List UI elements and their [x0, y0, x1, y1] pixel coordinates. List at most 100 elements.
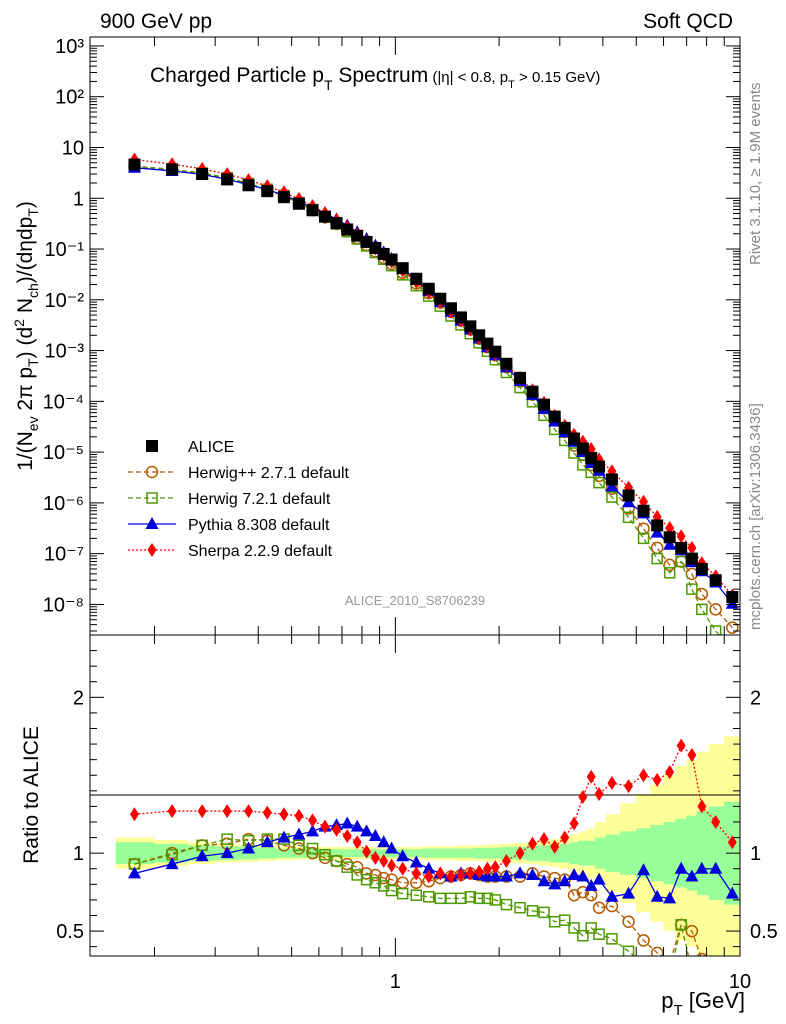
- band-inner-bin: [605, 834, 621, 872]
- data-point: [196, 168, 209, 181]
- ratio-y-tick-label: 2: [750, 687, 761, 709]
- series-pythia-8-308-default: [127, 160, 739, 609]
- band-inner-bin: [474, 847, 484, 859]
- legend-label: Herwig++ 2.7.1 default: [188, 465, 350, 482]
- band-inner-bin: [445, 848, 457, 858]
- y-tick-label: 10⁻²: [45, 290, 85, 312]
- ratio-point: [674, 861, 688, 874]
- data-point: [696, 603, 708, 616]
- data-point: [685, 552, 698, 565]
- band-inner-bin: [257, 847, 277, 859]
- header-right: Soft QCD: [643, 10, 733, 33]
- ratio-point: [369, 877, 382, 889]
- data-point: [622, 511, 635, 524]
- data-point: [558, 421, 571, 434]
- band-inner-bin: [291, 848, 307, 858]
- legend-marker: [146, 440, 158, 452]
- band-inner-bin: [483, 847, 492, 859]
- data-point: [548, 410, 561, 423]
- ratio-point: [379, 853, 389, 868]
- y-tick-label: 10⁻⁷: [44, 544, 84, 566]
- ratio-point: [685, 869, 699, 882]
- y-tick-label: 10: [62, 137, 84, 159]
- data-point: [242, 179, 255, 192]
- ratio-point: [528, 836, 538, 851]
- data-point: [341, 223, 354, 236]
- band-inner-bin: [422, 848, 436, 858]
- ratio-point: [308, 813, 318, 828]
- ratio-point: [294, 808, 304, 823]
- legend-marker: [147, 543, 157, 557]
- data-point: [726, 591, 739, 604]
- data-point: [166, 163, 179, 176]
- data-point: [319, 210, 332, 223]
- ratio-point: [165, 857, 179, 870]
- band-inner-bin: [526, 845, 539, 861]
- band-inner-bin: [569, 842, 579, 865]
- data-point: [434, 292, 447, 305]
- ratio-point: [592, 901, 606, 914]
- data-point: [277, 191, 290, 204]
- band-inner-bin: [491, 847, 502, 859]
- ratio-point: [262, 805, 272, 820]
- ratio-point: [341, 861, 353, 873]
- legend-entry: ALICE: [146, 439, 234, 456]
- ratio-point: [489, 894, 502, 906]
- data-point: [663, 558, 676, 572]
- ratio-point: [709, 861, 723, 874]
- ratio-point: [637, 863, 651, 876]
- legend-marker: [145, 465, 159, 479]
- ratio-y-tick-label: 1: [73, 843, 84, 865]
- data-point: [686, 583, 698, 595]
- ratio-point: [585, 922, 597, 934]
- ratio-y-tick-label: 2: [73, 687, 84, 709]
- data-point: [306, 204, 319, 217]
- ratio-series-layer: [127, 738, 739, 972]
- ratio-point: [665, 765, 675, 780]
- x-tick-label: 10: [729, 971, 751, 993]
- ratio-point: [584, 878, 598, 891]
- ratio-point: [221, 833, 233, 845]
- ratio-point: [558, 874, 572, 887]
- data-point: [454, 311, 467, 324]
- ratio-point: [569, 816, 579, 831]
- svg-text:Charged Particle pT Spectrum (: Charged Particle pT Spectrum (|η| < 0.8,…: [150, 64, 600, 93]
- ratio-point: [167, 804, 177, 819]
- band-inner-bin: [341, 849, 353, 858]
- ratio-point: [396, 887, 409, 900]
- mcplots-label: mcplots.cern.ch [arXiv:1306.3436]: [747, 403, 764, 630]
- series-sherpa-2-2-9-default: [129, 152, 737, 603]
- band-inner-bin: [650, 825, 664, 882]
- ratio-point: [727, 835, 737, 850]
- ratio-point: [637, 934, 650, 947]
- ratio-point: [342, 829, 352, 844]
- data-point: [489, 345, 502, 358]
- ratio-point: [710, 961, 721, 972]
- ratio-y-tick-label: 0.5: [56, 921, 84, 943]
- ratio-uncertainty-band: [115, 736, 740, 956]
- ratio-point: [292, 827, 306, 840]
- main-title: Charged Particle pT Spectrum (|η| < 0.8,…: [150, 64, 600, 93]
- band-inner-bin: [330, 849, 343, 858]
- ratio-point: [352, 835, 362, 850]
- band-inner-bin: [686, 815, 698, 891]
- ratio-point: [539, 832, 549, 847]
- data-point: [709, 603, 722, 616]
- band-inner-bin: [275, 848, 292, 858]
- data-point: [651, 519, 664, 532]
- ratio-point: [350, 819, 364, 832]
- svg-text:pT [GeV]: pT [GeV]: [661, 988, 745, 1019]
- ratio-y-tick-label: 0.5: [750, 921, 778, 943]
- data-point: [292, 197, 305, 210]
- data-point: [663, 567, 676, 579]
- y-tick-label: 1: [73, 188, 84, 210]
- ratio-point: [639, 959, 649, 969]
- legend-marker: [145, 517, 159, 529]
- ratio-point: [687, 747, 697, 762]
- ratio-point: [652, 772, 662, 787]
- ratio-point: [696, 952, 708, 956]
- ratio-point: [387, 858, 397, 873]
- ratio-point: [260, 835, 274, 848]
- axis-ticks: 10⁻⁸10⁻⁷10⁻⁶10⁻⁵10⁻⁴10⁻³10⁻²10⁻¹11010²10…: [43, 36, 778, 993]
